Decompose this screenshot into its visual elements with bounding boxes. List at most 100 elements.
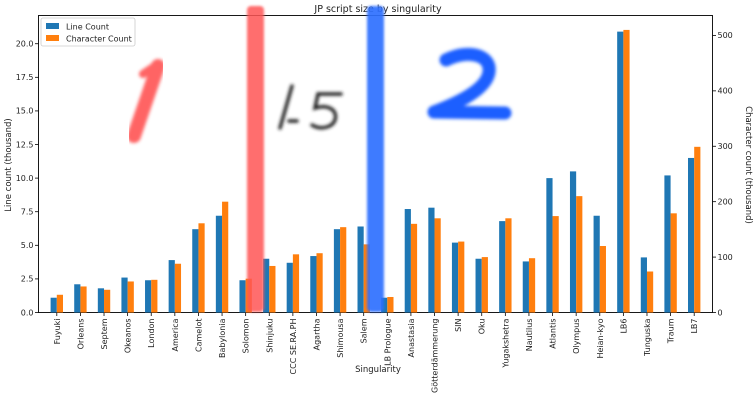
bar-character-count-4 xyxy=(151,279,158,313)
x-tick-label: LB Prologue xyxy=(383,318,392,365)
left-tick-label: 15.0 xyxy=(16,107,34,116)
x-tick-label: Götterdämmerung xyxy=(431,319,440,393)
right-tick-label: 200 xyxy=(718,197,733,206)
bar-character-count-22 xyxy=(576,196,583,313)
left-tick-label: 17.5 xyxy=(16,73,34,82)
right-tick-label: 0 xyxy=(718,308,723,317)
bar-line-count-3 xyxy=(121,277,128,313)
x-tick-label: Solomon xyxy=(242,319,251,354)
legend-swatch-line-count xyxy=(46,23,59,29)
x-tick-label: Nautilus xyxy=(525,319,534,352)
left-axis-ticks: 0.0 2.5 5.0 7.5 10.0 12.5 15.0 17.5 20.0 xyxy=(16,40,39,317)
bar-character-count-10 xyxy=(292,254,300,313)
x-tick-label: LB6 xyxy=(619,319,628,334)
x-tick-label: Orleans xyxy=(76,319,85,350)
bar-line-count-1 xyxy=(74,284,81,313)
legend: Line Count Character Count xyxy=(40,17,136,47)
bar-line-count-27 xyxy=(688,157,695,313)
x-tick-label: Shimousa xyxy=(336,318,345,357)
bar-character-count-3 xyxy=(127,281,134,313)
bar-line-count-18 xyxy=(475,258,482,313)
bar-line-count-17 xyxy=(451,242,459,313)
bar-line-count-20 xyxy=(522,261,529,313)
bar-character-count-13 xyxy=(363,244,370,313)
x-tick-label: Tunguska xyxy=(643,318,652,357)
x-tick-label: Anastasia xyxy=(407,318,416,357)
bar-line-count-16 xyxy=(428,207,435,313)
left-tick-label: 5.0 xyxy=(21,241,34,250)
bar-line-count-4 xyxy=(145,280,152,313)
bar-character-count-19 xyxy=(505,218,512,313)
bar-character-count-16 xyxy=(434,218,441,313)
bar-character-count-0 xyxy=(56,294,63,313)
x-axis-label: Singularity xyxy=(355,365,401,375)
x-tick-label: Fuyuki xyxy=(53,319,62,345)
bar-character-count-17 xyxy=(458,241,465,313)
blue-marker-bar xyxy=(367,6,384,312)
bar-line-count-2 xyxy=(97,288,105,313)
bar-line-count-23 xyxy=(593,215,600,313)
bar-character-count-18 xyxy=(481,257,488,313)
x-tick-label: Shinjuku xyxy=(265,319,274,353)
x-tick-label: Oku xyxy=(478,319,487,335)
bar-character-count-9 xyxy=(269,265,276,313)
bar-character-count-26 xyxy=(670,213,677,313)
bar-line-count-25 xyxy=(640,257,647,313)
bar-line-count-21 xyxy=(546,178,553,313)
x-tick-label: Camelot xyxy=(194,319,203,352)
bar-character-count-25 xyxy=(646,271,654,313)
bar-line-count-0 xyxy=(50,297,57,313)
bar-character-count-14 xyxy=(387,296,394,313)
annotations xyxy=(127,6,512,312)
handwritten-annotation xyxy=(278,84,343,130)
legend-label-character-count: Character Count xyxy=(66,35,132,44)
x-tick-label: Olympus xyxy=(572,319,581,354)
blue-stroke-annotation xyxy=(427,47,512,120)
bar-character-count-23 xyxy=(599,246,606,313)
bar-line-count-9 xyxy=(263,258,270,313)
bar-character-count-21 xyxy=(552,216,559,313)
bar-line-count-6 xyxy=(192,229,199,313)
left-tick-label: 2.5 xyxy=(21,275,34,284)
x-tick-label: Salem xyxy=(360,318,369,343)
right-axis-label: Character count (thousand) xyxy=(743,106,753,224)
x-tick-label: CCC SE.RA.PH xyxy=(289,319,298,375)
bar-character-count-7 xyxy=(222,201,229,313)
x-tick-label: Agartha xyxy=(312,318,321,350)
right-tick-label: 500 xyxy=(718,31,733,40)
bar-line-count-13 xyxy=(357,226,364,313)
x-tick-label: Okeanos xyxy=(124,319,133,354)
right-tick-label: 300 xyxy=(718,142,733,151)
x-tick-label: Babylonia xyxy=(218,318,227,358)
bar-line-count-26 xyxy=(664,175,671,313)
x-tick-label: Heian-kyo xyxy=(596,318,605,358)
bar-line-count-8 xyxy=(239,280,246,313)
legend-label-line-count: Line Count xyxy=(66,23,109,32)
bar-character-count-12 xyxy=(340,227,347,313)
x-tick-label: Atlantis xyxy=(549,319,558,349)
left-tick-label: 0.0 xyxy=(21,308,34,317)
bar-line-count-22 xyxy=(569,171,577,313)
bars xyxy=(50,29,701,313)
bar-line-count-7 xyxy=(215,215,223,313)
red-marker-bar xyxy=(247,6,264,312)
red-stroke-annotation xyxy=(127,59,165,143)
bar-line-count-15 xyxy=(404,209,411,313)
left-tick-label: 7.5 xyxy=(21,208,34,217)
x-axis-ticks: Fuyuki Orleans Septem Okeanos London America C… xyxy=(53,312,699,393)
bar-character-count-1 xyxy=(80,286,87,313)
right-tick-label: 100 xyxy=(718,253,733,262)
bar-character-count-6 xyxy=(198,223,205,313)
x-tick-label: Septem xyxy=(100,318,109,349)
right-tick-label: 400 xyxy=(718,87,733,96)
bar-line-count-11 xyxy=(310,256,317,313)
bar-line-count-14 xyxy=(381,297,388,313)
bar-line-count-10 xyxy=(286,262,293,313)
bar-character-count-2 xyxy=(104,289,111,313)
x-tick-label: Traum xyxy=(667,318,676,344)
bar-character-count-15 xyxy=(410,223,418,313)
bar-line-count-12 xyxy=(333,229,341,313)
bar-character-count-20 xyxy=(528,258,536,313)
right-axis-ticks: 0 100 200 300 400 500 xyxy=(712,31,733,317)
bar-character-count-5 xyxy=(174,263,182,313)
